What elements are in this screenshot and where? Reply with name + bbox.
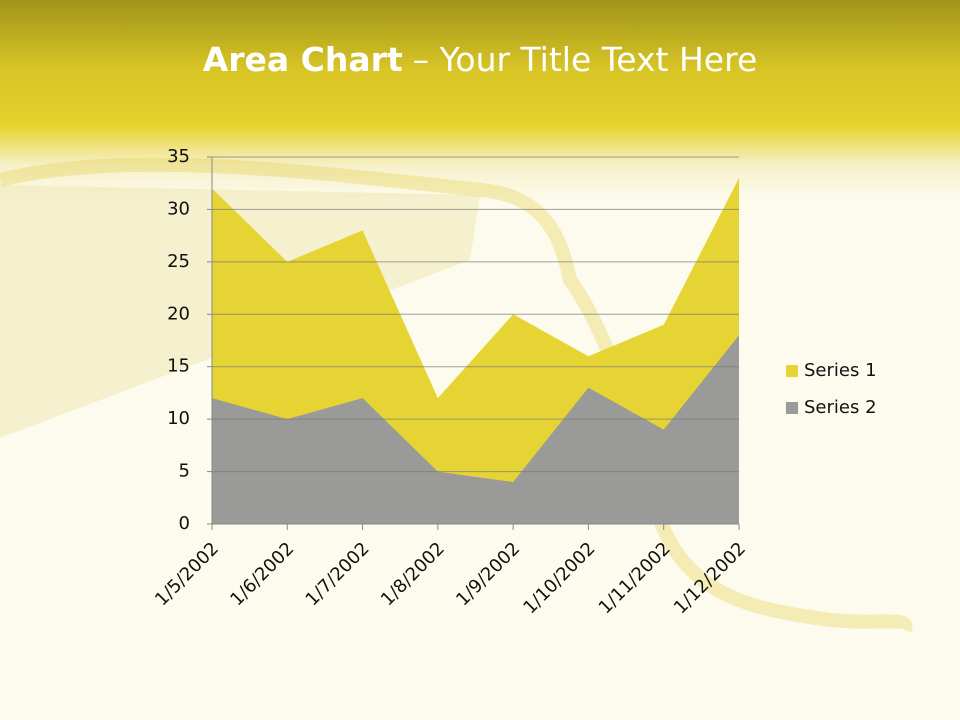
legend-label: Series 2 — [804, 397, 877, 418]
title: Area Chart – Your Title Text Here — [0, 40, 960, 79]
x-tick-label: 1/5/2002 — [151, 538, 223, 610]
y-tick-label: 10 — [167, 408, 190, 429]
y-tick-label: 25 — [167, 251, 190, 272]
y-tick-label: 0 — [179, 513, 190, 534]
x-tick-label: 1/9/2002 — [452, 538, 524, 610]
y-tick-label: 35 — [167, 146, 190, 167]
y-tick-label: 15 — [167, 356, 190, 377]
x-tick-label: 1/8/2002 — [377, 538, 449, 610]
y-tick-label: 20 — [167, 303, 190, 324]
legend-label: Series 1 — [804, 360, 877, 381]
x-tick-label: 1/11/2002 — [595, 538, 675, 618]
decor-pour — [0, 157, 913, 634]
title-bold: Area Chart — [202, 40, 403, 79]
x-tick-label: 1/6/2002 — [226, 538, 298, 610]
title-rest: – Your Title Text Here — [412, 40, 758, 79]
legend-swatch — [786, 402, 798, 414]
y-tick-label: 30 — [167, 198, 190, 219]
legend-swatch — [786, 365, 798, 377]
x-tick-label: 1/10/2002 — [519, 538, 599, 618]
y-tick-label: 5 — [179, 461, 190, 482]
area — [212, 335, 739, 524]
x-tick-label: 1/7/2002 — [302, 538, 374, 610]
x-tick-label: 1/12/2002 — [670, 538, 750, 618]
